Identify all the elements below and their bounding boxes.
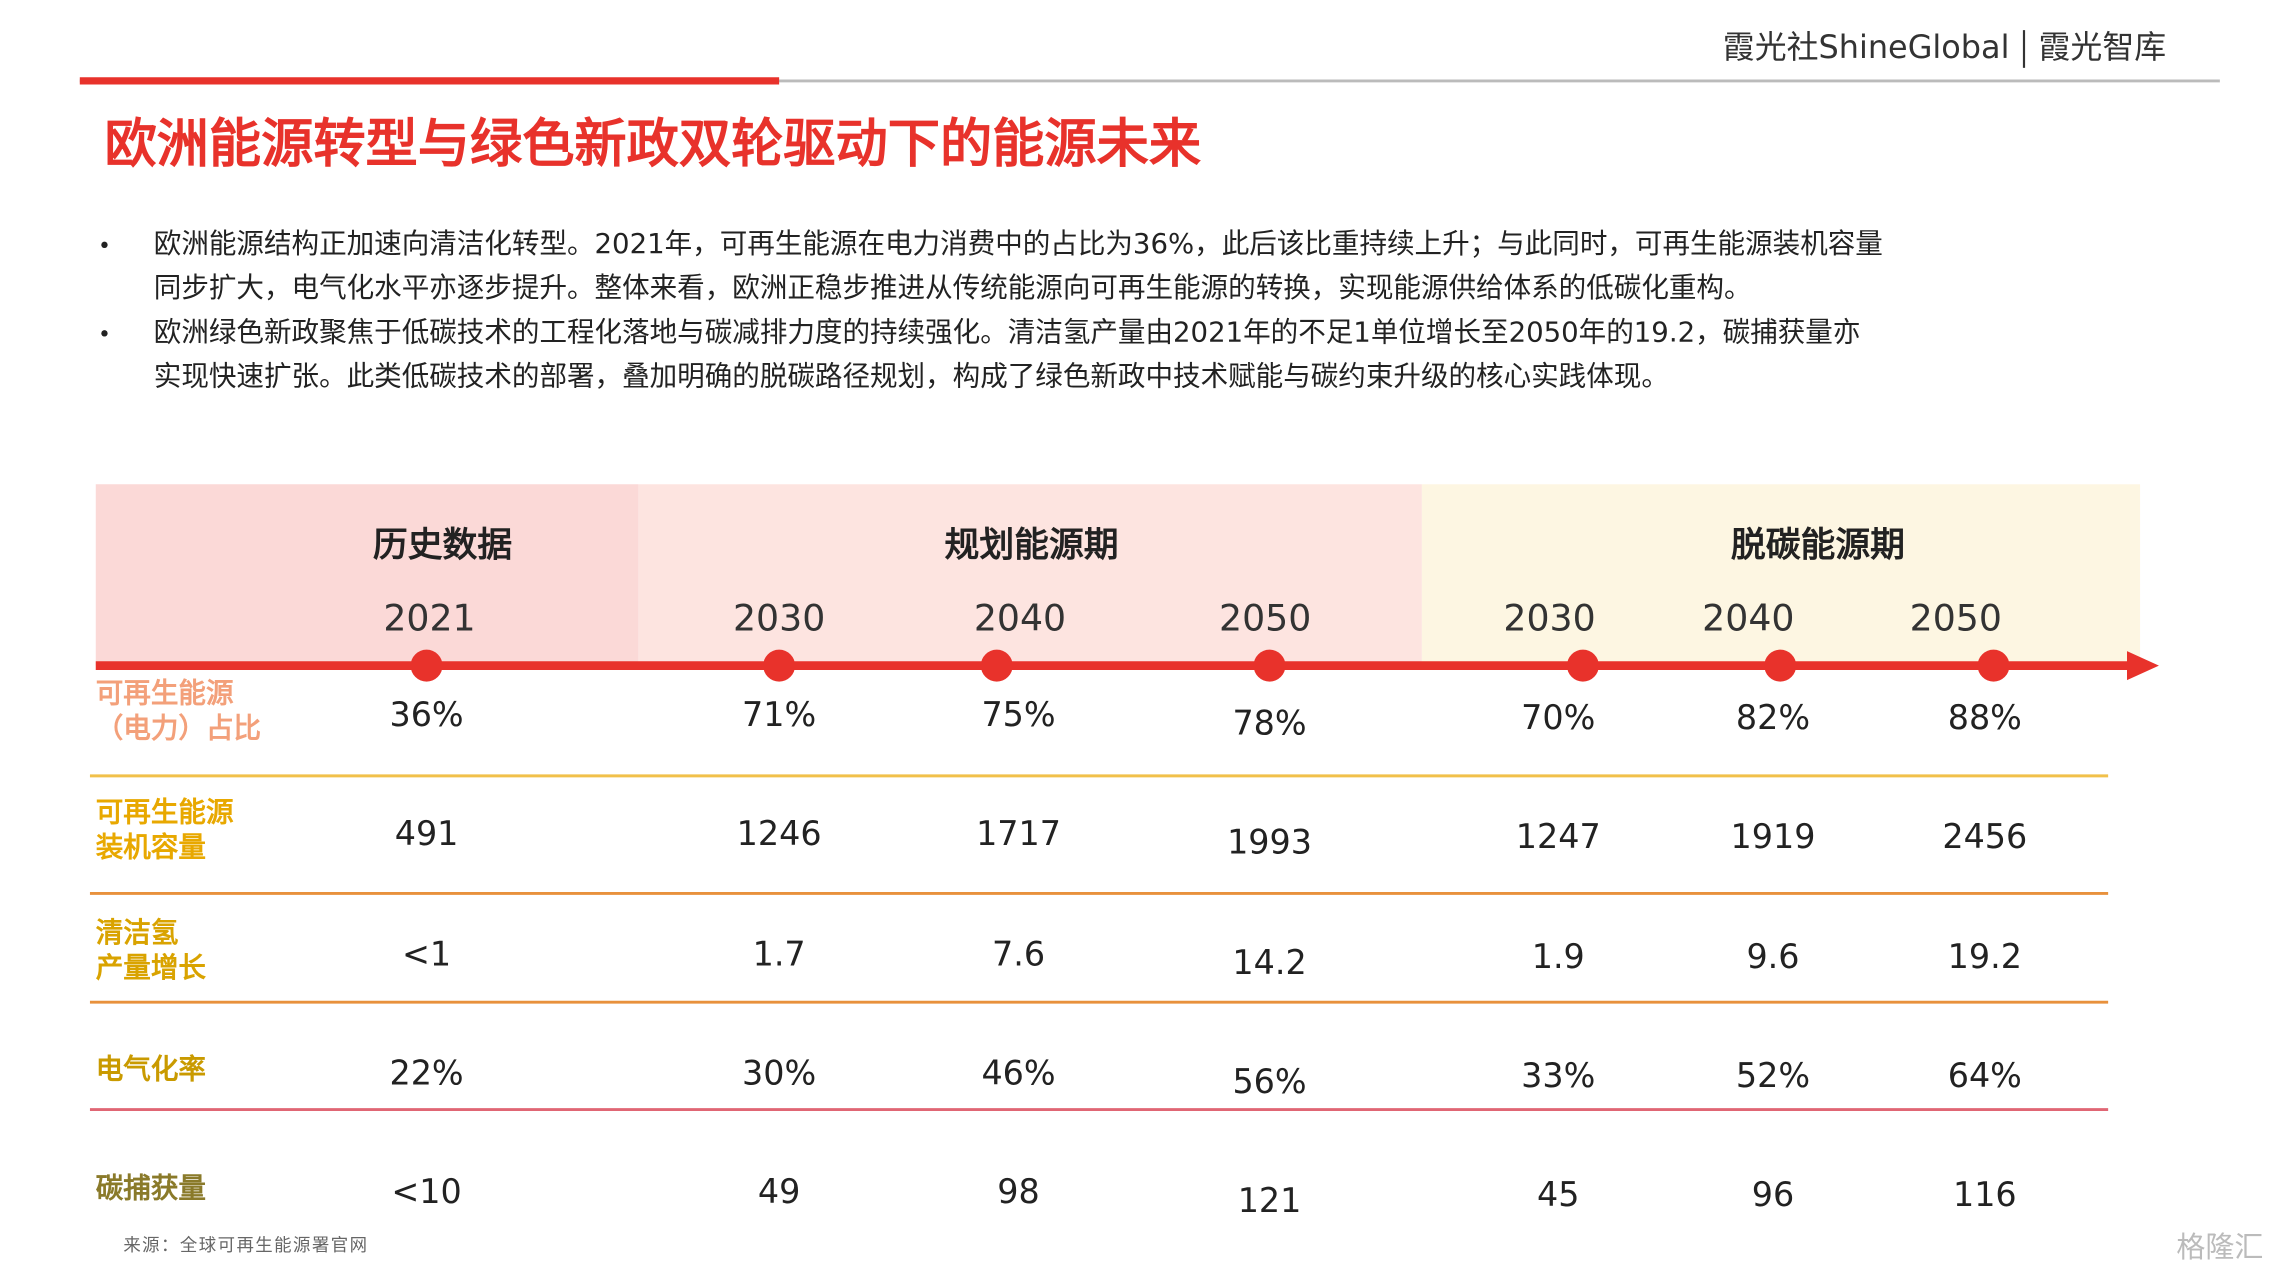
timeline-dot <box>763 649 796 682</box>
group-bg <box>1421 484 2141 666</box>
cell-value: 82% <box>1736 698 1810 737</box>
bullet-text: 同步扩大，电气化水平亦逐步提升。整体来看，欧洲正稳步推进从传统能源向可再生能源的… <box>154 272 1752 304</box>
cell-value: <10 <box>391 1172 461 1211</box>
row-label: 清洁氢 <box>96 917 179 949</box>
cell-value: 49 <box>758 1172 800 1211</box>
cell-value: 116 <box>1953 1175 2017 1214</box>
cell-value: 1247 <box>1516 817 1601 856</box>
group-label: 规划能源期 <box>945 526 1119 566</box>
cell-value: 2456 <box>1942 817 2027 856</box>
year-label: 2050 <box>1219 597 1311 640</box>
cell-value: 96 <box>1752 1175 1794 1214</box>
cell-value: 46% <box>981 1053 1055 1092</box>
cell-value: 98 <box>997 1172 1039 1211</box>
cell-value: 75% <box>981 695 1055 734</box>
cell-value: 56% <box>1232 1062 1306 1101</box>
bullet-dot <box>101 330 108 337</box>
group-bg <box>638 484 1422 666</box>
source: 来源：全球可再生能源署官网 <box>123 1236 368 1256</box>
cell-value: 491 <box>395 814 459 853</box>
year-label: 2040 <box>974 597 1066 640</box>
timeline-arrow <box>2127 651 2159 681</box>
cell-value: 121 <box>1238 1181 1302 1220</box>
cell-value: 33% <box>1521 1056 1595 1095</box>
row-label: 产量增长 <box>96 952 207 984</box>
timeline-dot <box>1764 649 1797 682</box>
row-label: 电气化率 <box>96 1053 206 1085</box>
watermark: 格隆汇 <box>2176 1230 2263 1264</box>
year-label: 2050 <box>1910 597 2002 640</box>
row-label: （电力）占比 <box>96 712 261 744</box>
cell-value: 52% <box>1736 1056 1810 1095</box>
brand2: 霞光智库 <box>2039 28 2167 66</box>
title: 欧洲能源转型与绿色新政双轮驱动下的能源未来 <box>104 115 1201 175</box>
cell-value: 9.6 <box>1746 937 1799 976</box>
cell-value: 19.2 <box>1948 937 2022 976</box>
cell-value: 45 <box>1537 1175 1579 1214</box>
row-label: 装机容量 <box>96 831 206 863</box>
cell-value: 22% <box>389 1053 463 1092</box>
cell-value: 30% <box>742 1053 816 1092</box>
cell-value: 71% <box>742 695 816 734</box>
cell-value: 1717 <box>976 814 1061 853</box>
row-label: 碳捕获量 <box>96 1172 206 1204</box>
cell-value: 1246 <box>737 814 822 853</box>
cell-value: 78% <box>1232 704 1306 743</box>
cell-value: 1.9 <box>1532 937 1585 976</box>
cell-value: 1.7 <box>753 934 806 973</box>
year-label: 2030 <box>1503 597 1595 640</box>
group-label: 脱碳能源期 <box>1731 526 1905 566</box>
cell-value: 70% <box>1521 698 1595 737</box>
timeline-dot <box>1977 649 2010 682</box>
cell-value: 36% <box>389 695 463 734</box>
cell-value: 1919 <box>1731 817 1816 856</box>
cell-value: 1993 <box>1227 823 1312 862</box>
timeline-dot <box>1566 649 1599 682</box>
year-label: 2040 <box>1702 597 1794 640</box>
bullet-text: 欧洲能源结构正加速向清洁化转型。2021年，可再生能源在电力消费中的占比为36%… <box>154 228 1883 260</box>
bullet-dot <box>101 241 108 249</box>
year-label: 2030 <box>733 597 825 640</box>
cell-value: <1 <box>402 934 451 973</box>
brand: 霞光社ShineGlobal <box>1723 28 2010 66</box>
year-label: 2021 <box>383 597 475 640</box>
row-label: 可再生能源 <box>96 678 234 710</box>
cell-value: 14.2 <box>1232 943 1306 982</box>
group-label: 历史数据 <box>373 526 512 566</box>
timeline-dot <box>980 649 1013 682</box>
timeline-dot <box>410 649 443 682</box>
cell-value: 7.6 <box>992 934 1045 973</box>
timeline-dot <box>1253 649 1286 682</box>
row-label: 可再生能源 <box>96 797 234 829</box>
group-bg <box>95 484 639 666</box>
bullet-text: 实现快速扩张。此类低碳技术的部署，叠加明确的脱碳路径规划，构成了绿色新政中技术赋… <box>154 361 1669 393</box>
bullet-text: 欧洲绿色新政聚焦于低碳技术的工程化落地与碳减排力度的持续强化。清洁氢产量由202… <box>154 316 1861 348</box>
cell-value: 64% <box>1948 1056 2022 1095</box>
cell-value: 88% <box>1948 698 2022 737</box>
